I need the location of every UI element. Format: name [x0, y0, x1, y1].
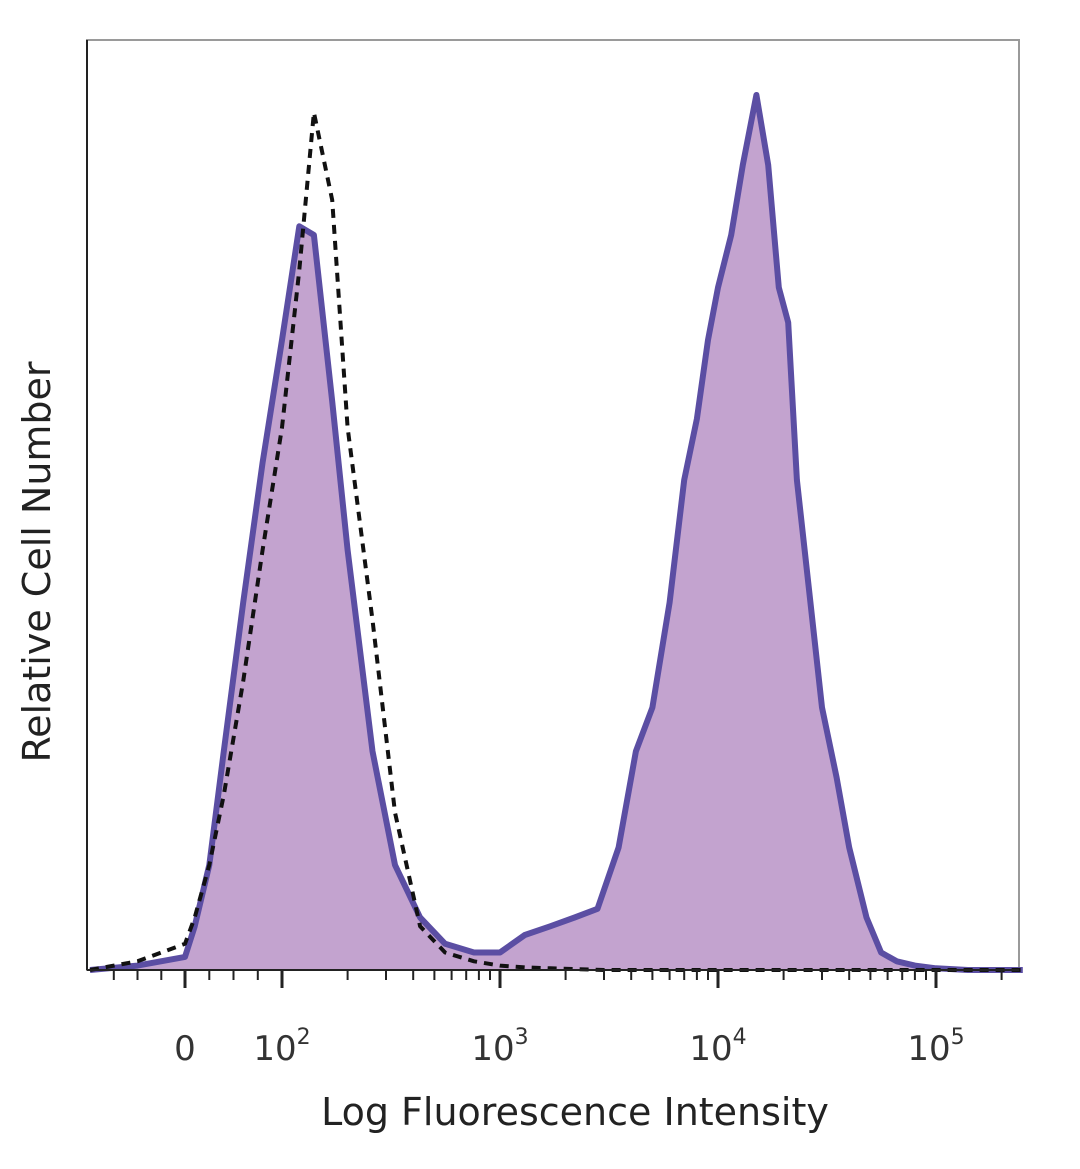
stained-histogram-fill	[90, 95, 1023, 970]
x-axis-title: Log Fluorescence Intensity	[321, 1090, 829, 1134]
x-tick-label: 102	[253, 1025, 310, 1069]
y-axis-title: Relative Cell Number	[15, 361, 59, 762]
x-tick-label: 104	[689, 1025, 746, 1069]
x-tick-label: 103	[471, 1025, 528, 1069]
x-tick-label: 0	[174, 1029, 196, 1069]
stained-histogram-line	[89, 92, 1023, 973]
x-tick-label: 105	[907, 1025, 964, 1069]
